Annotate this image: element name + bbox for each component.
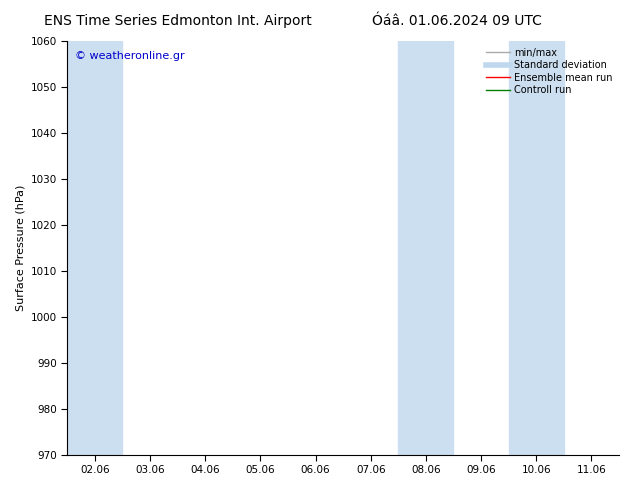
- Bar: [67, 41, 122, 455]
- Text: © weatheronline.gr: © weatheronline.gr: [75, 51, 185, 61]
- Bar: [508, 41, 564, 455]
- Y-axis label: Surface Pressure (hPa): Surface Pressure (hPa): [15, 185, 25, 311]
- Bar: [398, 41, 453, 455]
- Text: Óáâ. 01.06.2024 09 UTC: Óáâ. 01.06.2024 09 UTC: [372, 14, 541, 28]
- Legend: min/max, Standard deviation, Ensemble mean run, Controll run: min/max, Standard deviation, Ensemble me…: [484, 46, 614, 97]
- Text: ENS Time Series Edmonton Int. Airport: ENS Time Series Edmonton Int. Airport: [44, 14, 311, 28]
